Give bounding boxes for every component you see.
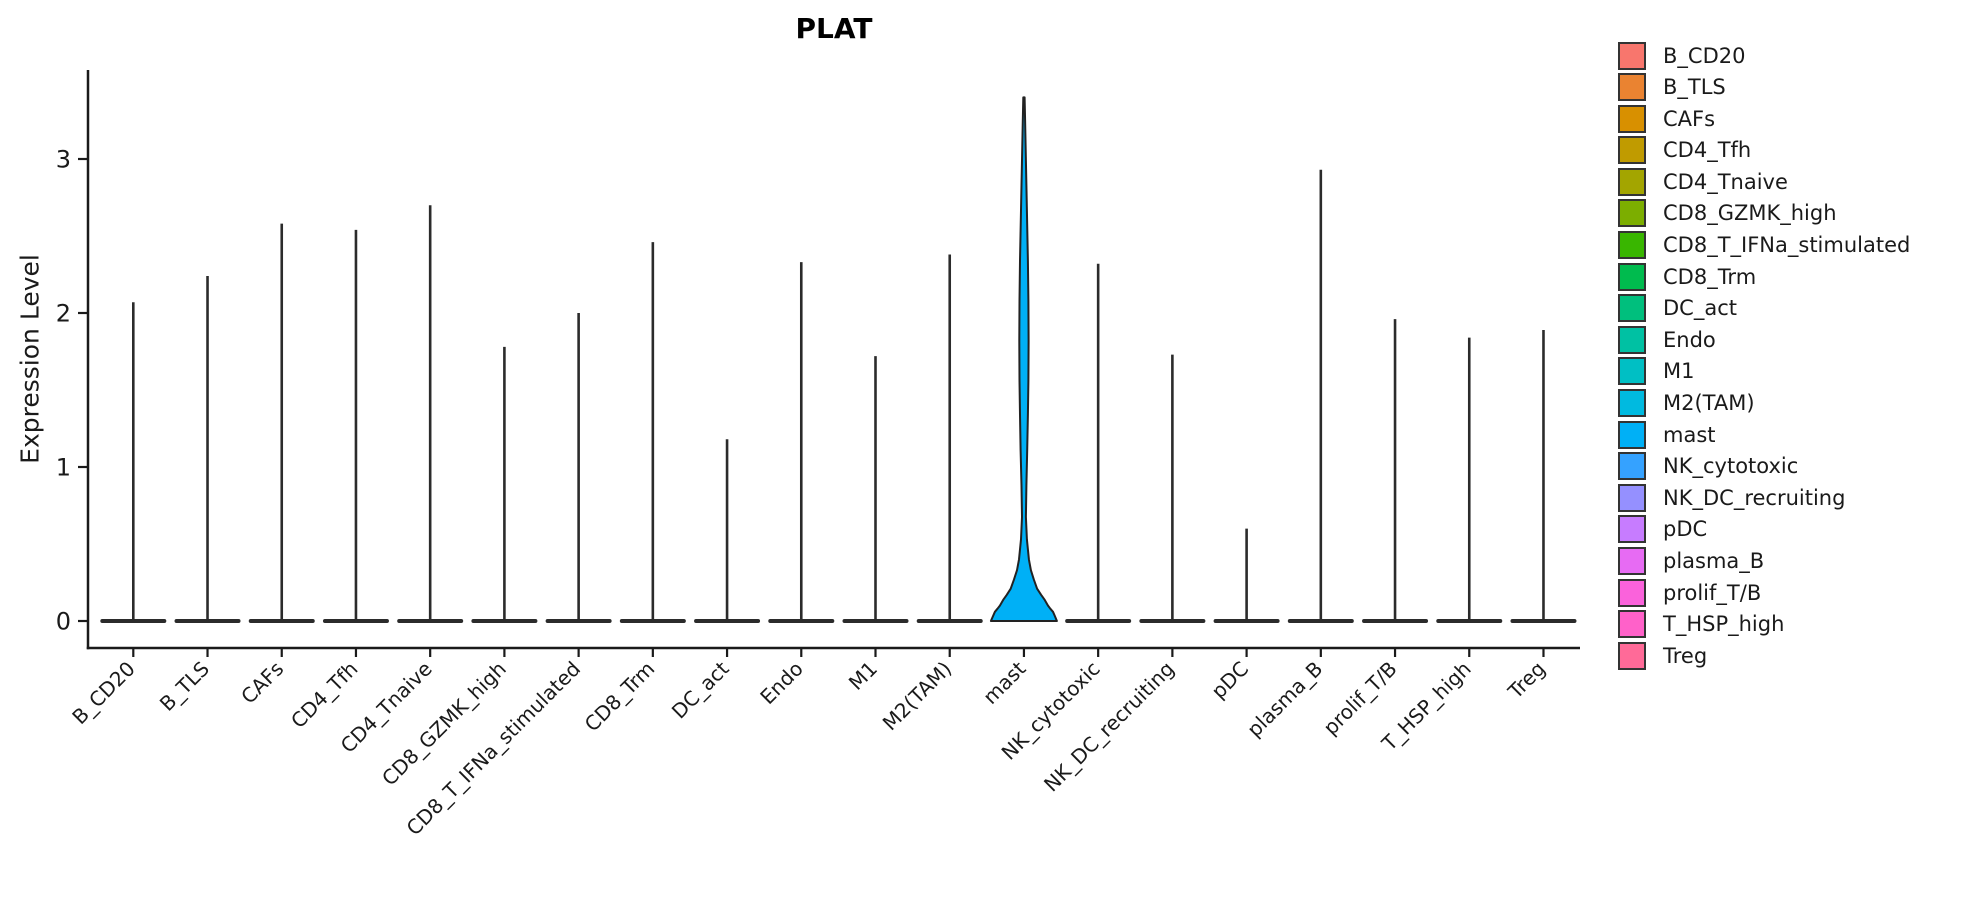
legend-key-swatch	[1618, 73, 1646, 102]
legend-item-B_CD20: B_CD20	[1618, 41, 1910, 70]
legend-item-label: NK_DC_recruiting	[1663, 485, 1846, 510]
legend-item-prolif_T/B: prolif_T/B	[1618, 578, 1910, 607]
legend-item-DC_act: DC_act	[1618, 294, 1910, 323]
y-tick-label: 2	[56, 300, 71, 328]
x-tick-label-B_CD20: B_CD20	[67, 657, 140, 730]
legend-key-swatch	[1618, 41, 1646, 70]
legend-item-label: T_HSP_high	[1663, 612, 1785, 637]
legend-key-swatch	[1618, 136, 1646, 165]
legend-item-label: B_CD20	[1663, 43, 1746, 68]
legend-item-label: prolif_T/B	[1663, 580, 1762, 605]
legend-key-swatch	[1618, 483, 1646, 512]
legend-item-CD8_GZMK_high: CD8_GZMK_high	[1618, 199, 1910, 228]
legend-item-label: pDC	[1663, 517, 1708, 542]
legend-item-label: CD8_T_IFNa_stimulated	[1663, 233, 1911, 258]
x-tick-label-M2(TAM): M2(TAM)	[878, 657, 957, 736]
legend-item-label: CD8_Trm	[1663, 264, 1757, 289]
x-tick-label-DC_act: DC_act	[667, 656, 734, 723]
legend-key-swatch	[1618, 452, 1646, 481]
legend-key-swatch	[1618, 578, 1646, 607]
legend-item-B_TLS: B_TLS	[1618, 73, 1910, 102]
legend-item-CD8_Trm: CD8_Trm	[1618, 262, 1910, 291]
legend-item-label: plasma_B	[1663, 549, 1765, 573]
y-tick-label: 1	[56, 454, 71, 482]
legend-item-label: Treg	[1663, 643, 1708, 668]
legend-item-M1: M1	[1618, 357, 1910, 386]
legend-key-swatch	[1618, 547, 1646, 575]
legend-key-swatch	[1618, 610, 1646, 639]
x-tick-label-NK_DC_recruiting: NK_DC_recruiting	[1039, 657, 1179, 797]
x-tick-label-CD4_Tfh: CD4_Tfh	[286, 657, 362, 733]
legend-item-label: CD4_Tfh	[1663, 138, 1752, 163]
legend-key-swatch	[1618, 231, 1646, 260]
legend-item-label: B_TLS	[1663, 75, 1726, 100]
legend-item-label: CD8_GZMK_high	[1663, 201, 1837, 226]
y-tick-label: 0	[56, 608, 71, 636]
x-tick-label-CAFs: CAFs	[236, 657, 288, 709]
legend-key-swatch	[1618, 294, 1646, 323]
legend-key-swatch	[1618, 641, 1646, 670]
legend-key-swatch	[1618, 199, 1646, 228]
legend: B_CD20 B_TLS CAFs CD4_Tfh CD4_Tnaive CD8_GZMK…	[1618, 41, 1910, 670]
legend-item-label: DC_act	[1663, 296, 1737, 321]
x-tick-label-mast: mast	[978, 656, 1030, 708]
legend-item-label: CAFs	[1663, 106, 1716, 131]
x-tick-label-B_TLS: B_TLS	[155, 657, 214, 716]
legend-item-label: CD4_Tnaive	[1663, 169, 1788, 194]
legend-key-swatch	[1618, 167, 1646, 196]
legend-item-label: NK_cytotoxic	[1663, 454, 1799, 479]
legend-key-swatch	[1618, 515, 1646, 544]
legend-item-NK_DC_recruiting: NK_DC_recruiting	[1618, 483, 1910, 512]
legend-item-NK_cytotoxic: NK_cytotoxic	[1618, 452, 1910, 481]
legend-item-label: M1	[1663, 359, 1695, 384]
legend-item-CAFs: CAFs	[1618, 104, 1910, 133]
plot-title: PLAT	[795, 12, 873, 45]
x-tick-label-Treg: Treg	[1503, 657, 1550, 704]
x-tick-label-M1: M1	[844, 657, 882, 695]
legend-item-plasma_B: plasma_B	[1618, 547, 1910, 576]
x-tick-label-pDC: pDC	[1206, 657, 1253, 704]
legend-item-Endo: Endo	[1618, 325, 1910, 354]
legend-item-CD8_T_IFNa_stimulated: CD8_T_IFNa_stimulated	[1618, 231, 1910, 260]
legend-item-label: M2(TAM)	[1663, 391, 1755, 416]
legend-item-pDC: pDC	[1618, 515, 1910, 544]
x-tick-label-CD8_Trm: CD8_Trm	[580, 657, 660, 737]
legend-item-label: Endo	[1663, 327, 1716, 352]
legend-key-swatch	[1618, 420, 1646, 449]
legend-key-swatch	[1618, 325, 1646, 354]
legend-item-M2(TAM): M2(TAM)	[1618, 389, 1910, 418]
legend-item-CD4_Tnaive: CD4_Tnaive	[1618, 167, 1910, 196]
legend-item-label: mast	[1663, 422, 1716, 447]
legend-key-swatch	[1618, 357, 1646, 386]
legend-item-T_HSP_high: T_HSP_high	[1618, 610, 1910, 639]
legend-item-CD4_Tfh: CD4_Tfh	[1618, 136, 1910, 165]
violin-mast	[989, 96, 1058, 622]
legend-key-swatch	[1618, 104, 1646, 133]
x-tick-label-Endo: Endo	[755, 657, 808, 710]
legend-item-mast: mast	[1618, 420, 1910, 449]
legend-item-Treg: Treg	[1618, 641, 1910, 670]
y-tick-label: 3	[56, 146, 71, 174]
legend-key-swatch	[1618, 389, 1646, 418]
x-tick-label-CD8_GZMK_high: CD8_GZMK_high	[377, 657, 511, 791]
legend-key-swatch	[1618, 262, 1646, 291]
x-tick-label-plasma_B: plasma_B	[1242, 657, 1327, 742]
